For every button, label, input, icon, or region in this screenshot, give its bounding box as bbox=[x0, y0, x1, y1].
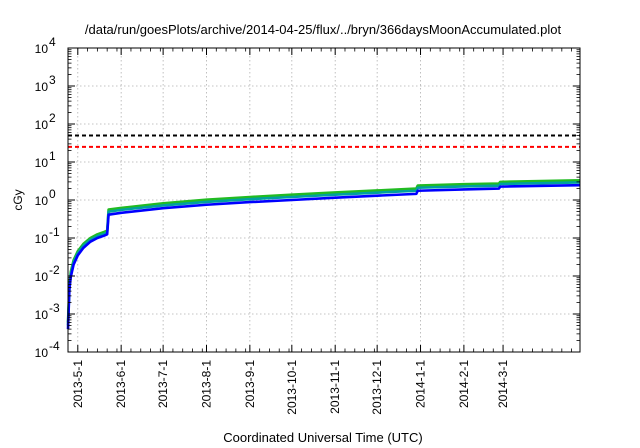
y-tick-label: 10 bbox=[35, 270, 49, 284]
plot-frame bbox=[67, 47, 581, 353]
data-series bbox=[66, 179, 581, 330]
chart-title: /data/run/goesPlots/archive/2014-04-25/f… bbox=[85, 22, 562, 37]
x-tick-label: 2013-8-1 bbox=[199, 360, 213, 408]
y-tick-exponent: -3 bbox=[49, 301, 60, 315]
y-tick-label: 10 bbox=[35, 194, 49, 208]
x-tick-label: 2013-6-1 bbox=[114, 360, 128, 408]
x-tick-label: 2013-10-1 bbox=[285, 360, 299, 415]
y-tick-exponent: 0 bbox=[49, 187, 56, 201]
series-line bbox=[66, 183, 581, 330]
y-tick-label: 10 bbox=[35, 346, 49, 360]
y-tick-exponent: 3 bbox=[49, 73, 56, 87]
x-tick-label: 2013-9-1 bbox=[243, 360, 257, 408]
y-tick-label: 10 bbox=[35, 80, 49, 94]
y-tick-label: 10 bbox=[35, 42, 49, 56]
grid-lines bbox=[68, 48, 580, 352]
y-tick-exponent: -1 bbox=[49, 225, 60, 239]
y-tick-label: 10 bbox=[35, 308, 49, 322]
x-tick-label: 2013-5-1 bbox=[71, 360, 85, 408]
y-tick-exponent: 2 bbox=[49, 111, 56, 125]
x-axis-label: Coordinated Universal Time (UTC) bbox=[223, 430, 422, 445]
x-tick-label: 2013-7-1 bbox=[156, 360, 170, 408]
x-tick-label: 2014-1-1 bbox=[414, 360, 428, 408]
y-tick-exponent: 4 bbox=[49, 35, 56, 49]
y-tick-label: 10 bbox=[35, 156, 49, 170]
y-tick-label: 10 bbox=[35, 232, 49, 246]
threshold-lines bbox=[68, 134, 580, 148]
x-tick-label: 2013-12-1 bbox=[370, 360, 384, 415]
y-axis-label: cGy bbox=[11, 189, 25, 210]
y-tick-exponent: -4 bbox=[49, 339, 60, 353]
y-tick-label: 10 bbox=[35, 118, 49, 132]
y-tick-exponent: -2 bbox=[49, 263, 60, 277]
y-tick-exponent: 1 bbox=[49, 149, 56, 163]
x-tick-label: 2014-2-1 bbox=[457, 360, 471, 408]
x-tick-label: 2013-11-1 bbox=[328, 360, 342, 414]
x-tick-label: 2014-3-1 bbox=[496, 360, 510, 408]
